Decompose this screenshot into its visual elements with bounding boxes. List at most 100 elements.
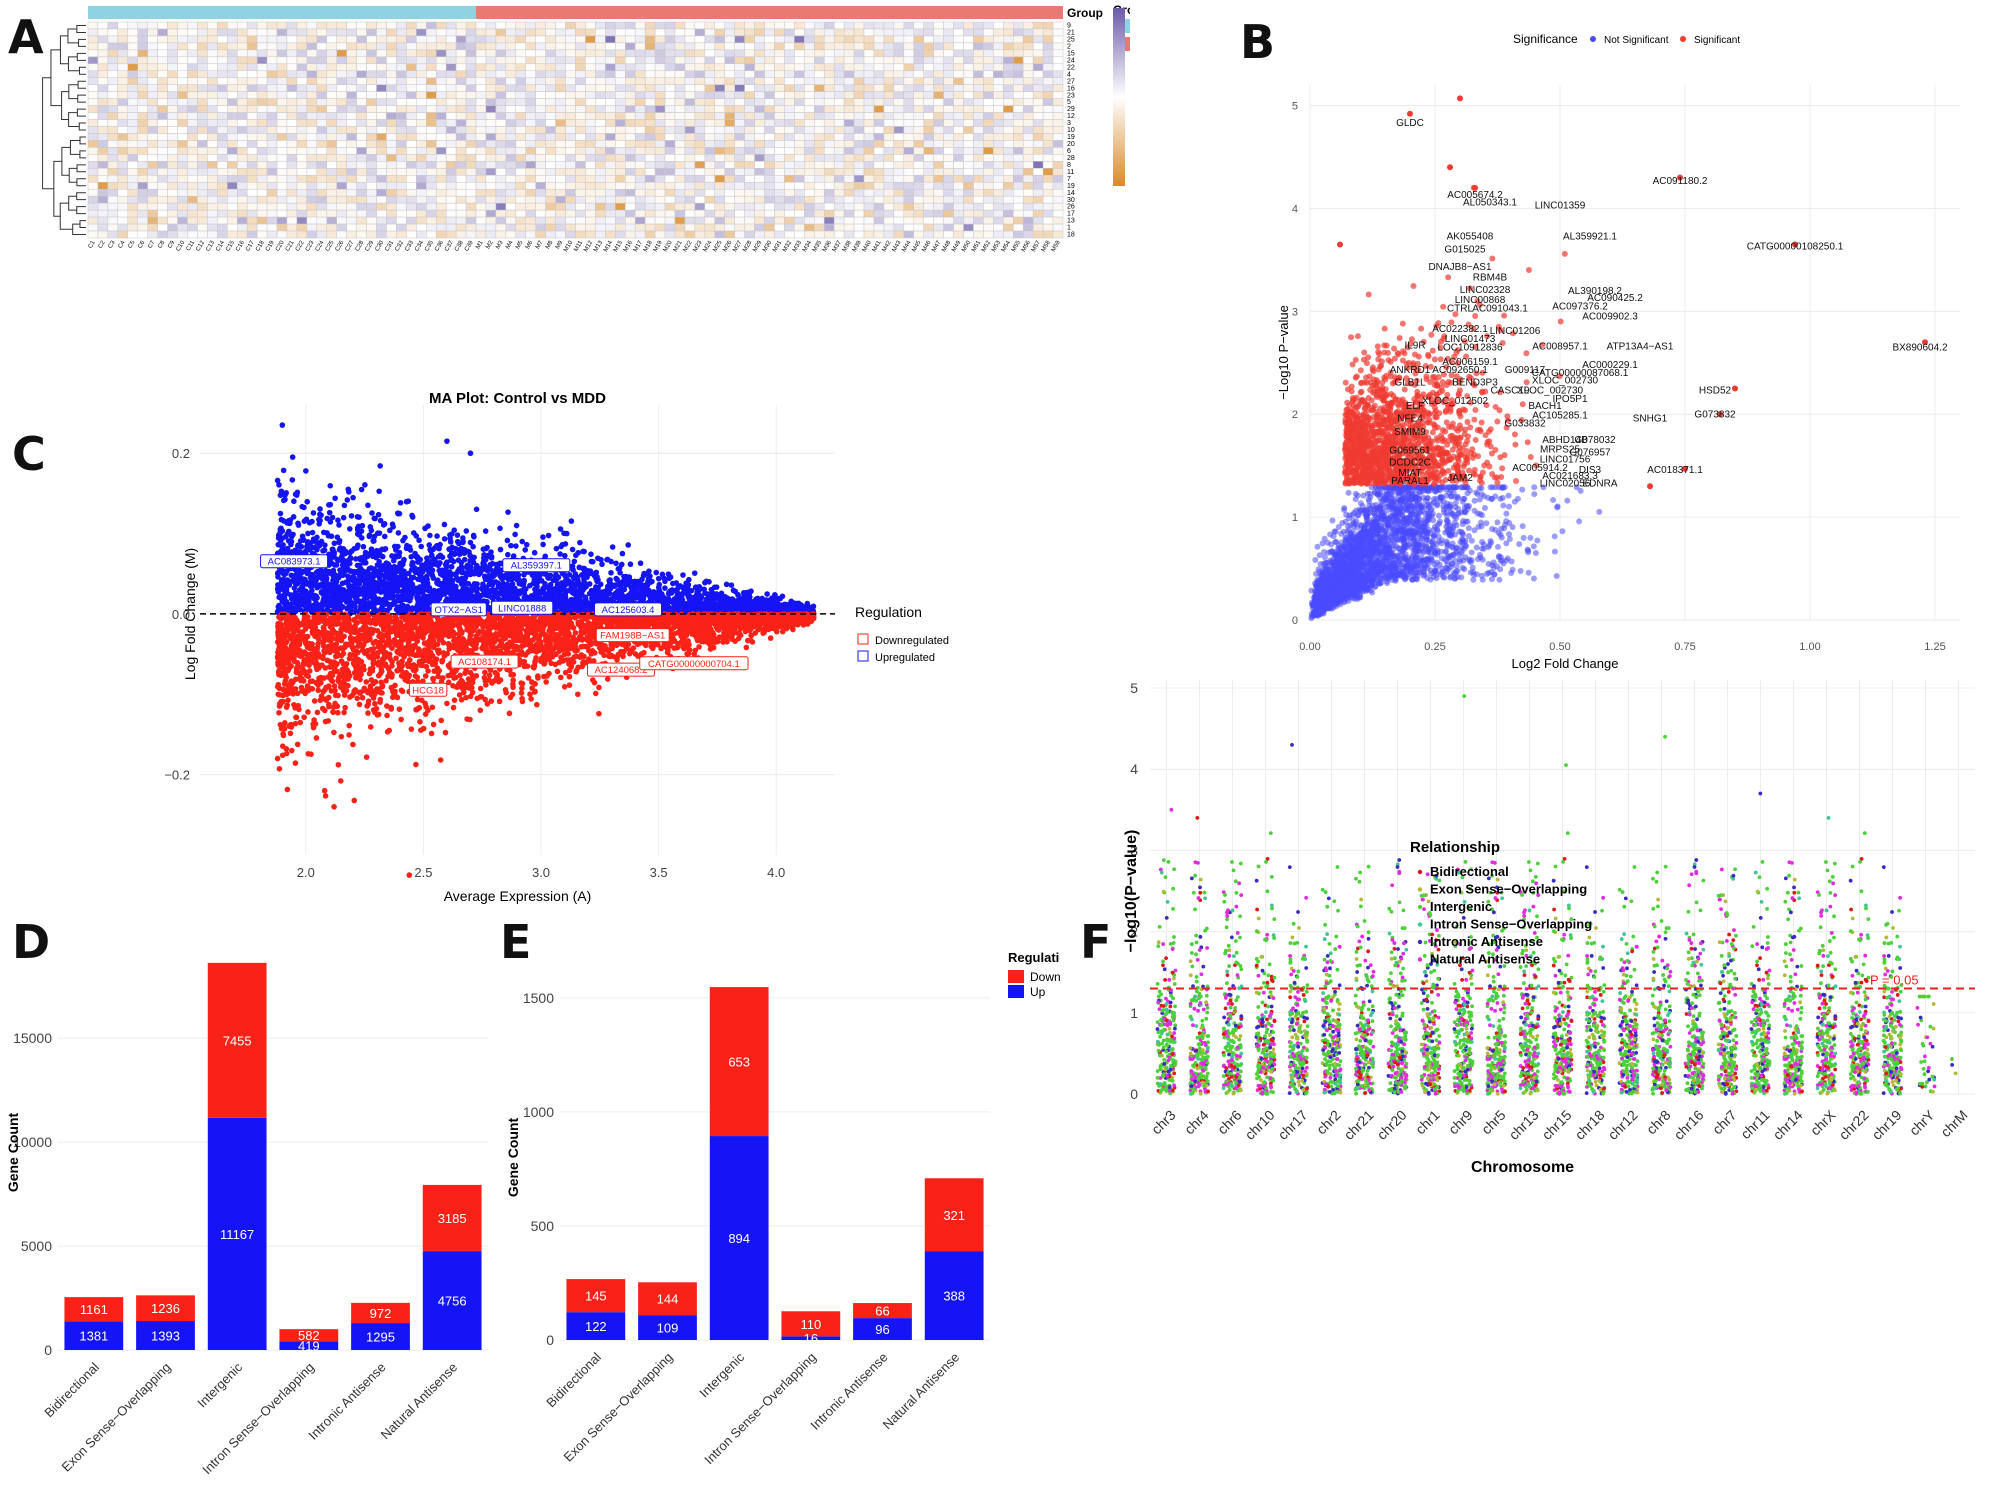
heatmap-cell — [168, 210, 178, 217]
heatmap-cell — [357, 140, 367, 147]
heatmap-cell — [227, 175, 237, 182]
heatmap-cell — [247, 182, 257, 189]
heatmap-cell — [486, 224, 496, 231]
heatmap-cell — [745, 210, 755, 217]
heatmap-cell — [297, 154, 307, 161]
heatmap-cell — [725, 22, 735, 29]
heatmap-cell — [854, 113, 864, 120]
heatmap-cell — [337, 231, 347, 238]
heatmap-cell — [347, 189, 357, 196]
column-label: M8 — [545, 239, 555, 250]
heatmap-cell — [665, 50, 675, 57]
heatmap-cell — [1003, 113, 1013, 120]
row-label: 19 — [1067, 183, 1075, 190]
heatmap-cell — [307, 71, 317, 78]
heatmap-cell — [705, 36, 715, 43]
heatmap-cell — [755, 29, 765, 36]
heatmap-cell — [556, 92, 566, 99]
heatmap-cell — [874, 71, 884, 78]
heatmap-cell — [436, 85, 446, 92]
heatmap-cell — [675, 203, 685, 210]
heatmap-cell — [973, 127, 983, 134]
heatmap-cell — [217, 36, 227, 43]
heatmap-cell — [844, 140, 854, 147]
heatmap-cell — [844, 99, 854, 106]
heatmap-cell — [874, 175, 884, 182]
heatmap-cell — [1003, 29, 1013, 36]
heatmap-cell — [237, 106, 247, 113]
heatmap-cell — [367, 120, 377, 127]
heatmap-cell — [158, 99, 168, 106]
heatmap-cell — [377, 106, 387, 113]
heatmap-cell — [88, 210, 98, 217]
heatmap-cell — [197, 182, 207, 189]
heatmap-cell — [476, 120, 486, 127]
heatmap-cell — [367, 64, 377, 71]
heatmap-cell — [396, 50, 406, 57]
heatmap-cell — [197, 203, 207, 210]
heatmap-cell — [227, 203, 237, 210]
heatmap-cell — [645, 203, 655, 210]
heatmap-cell — [774, 231, 784, 238]
heatmap-cell — [98, 217, 108, 224]
heatmap-cell — [924, 168, 934, 175]
heatmap-cell — [406, 154, 416, 161]
heatmap-cell — [148, 120, 158, 127]
heatmap-cell — [934, 120, 944, 127]
heatmap-cell — [377, 22, 387, 29]
heatmap-cell — [894, 99, 904, 106]
heatmap-cell — [536, 50, 546, 57]
heatmap-cell — [1033, 127, 1043, 134]
heatmap-cell — [615, 133, 625, 140]
heatmap-cell — [506, 196, 516, 203]
heatmap-cell — [675, 168, 685, 175]
heatmap-cell — [1053, 140, 1063, 147]
heatmap-cell — [168, 127, 178, 134]
heatmap-cell — [576, 182, 586, 189]
heatmap-cell — [685, 64, 695, 71]
heatmap-cell — [655, 43, 665, 50]
heatmap-row-labels: 9212521524224271623529123101920628811719… — [1067, 23, 1075, 239]
heatmap-cell — [655, 168, 665, 175]
heatmap-cell — [516, 203, 526, 210]
heatmap-cell — [784, 64, 794, 71]
heatmap-cell — [128, 71, 138, 78]
heatmap-cell — [924, 29, 934, 36]
heatmap-cell — [884, 189, 894, 196]
heatmap-cell — [655, 71, 665, 78]
heatmap-cell — [257, 196, 267, 203]
heatmap-cell — [88, 71, 98, 78]
heatmap-cell — [834, 106, 844, 113]
heatmap-cell — [1003, 189, 1013, 196]
heatmap-cell — [645, 196, 655, 203]
heatmap-cell — [178, 168, 188, 175]
heatmap-cell — [635, 168, 645, 175]
heatmap-cell — [804, 120, 814, 127]
heatmap-cell — [745, 189, 755, 196]
heatmap-cell — [675, 175, 685, 182]
heatmap-cell — [954, 29, 964, 36]
heatmap-cell — [128, 106, 138, 113]
heatmap-cell — [824, 182, 834, 189]
heatmap-cell — [934, 92, 944, 99]
heatmap-cell — [396, 106, 406, 113]
heatmap-cell — [705, 154, 715, 161]
dendrogram-branch — [70, 140, 80, 154]
heatmap-cell — [128, 210, 138, 217]
heatmap-cell — [964, 71, 974, 78]
heatmap-cell — [834, 50, 844, 57]
heatmap-cell — [367, 168, 377, 175]
dendrogram-branch — [80, 151, 86, 158]
heatmap-cell — [237, 161, 247, 168]
heatmap-cell — [277, 140, 287, 147]
heatmap-cell — [446, 64, 456, 71]
heatmap-cell — [964, 175, 974, 182]
heatmap-cell — [456, 64, 466, 71]
heatmap-cell — [685, 196, 695, 203]
heatmap-cell — [576, 217, 586, 224]
heatmap-cell — [914, 182, 924, 189]
heatmap-cell — [158, 161, 168, 168]
heatmap-cell — [944, 133, 954, 140]
heatmap-cell — [466, 85, 476, 92]
heatmap-cell — [386, 99, 396, 106]
